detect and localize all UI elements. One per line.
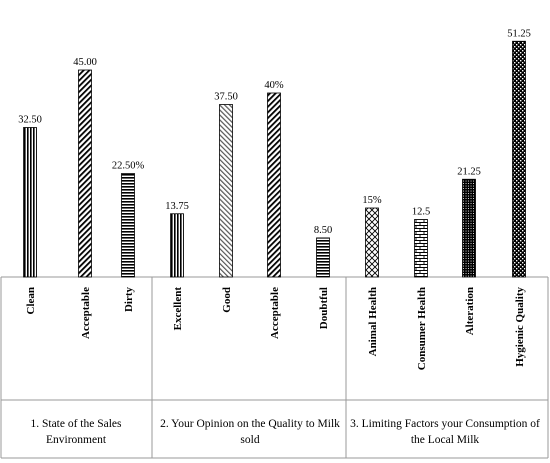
data-label: 37.50 — [214, 92, 238, 103]
data-label: 32.50 — [18, 115, 42, 126]
data-label: 22.50% — [112, 161, 145, 172]
category-label: Doubtful — [318, 287, 330, 329]
bar-acceptable — [78, 69, 92, 278]
category-label: Excellent — [172, 287, 184, 331]
group-label: the Local Milk — [411, 434, 480, 446]
group-label: 2. Your Opinion on the Quality to Milk — [160, 418, 340, 430]
group-label: Environment — [46, 434, 107, 446]
bars-layer — [23, 40, 526, 278]
category-label: Good — [221, 287, 233, 313]
data-label: 8.50 — [314, 225, 332, 236]
labels-layer: 32.50 Clean 45.00 Acceptable 22.50% Dirty 1. S… — [18, 28, 540, 446]
bar-hygienic-quality — [512, 40, 526, 278]
bar-dirty — [121, 173, 135, 278]
data-label: 15% — [362, 195, 382, 206]
bar-clean — [23, 127, 37, 278]
data-label: 40% — [264, 80, 284, 91]
category-label: Consumer Health — [416, 287, 428, 370]
category-label: Dirty — [123, 287, 135, 313]
group-label: sold — [240, 434, 259, 446]
category-label: Hygienic Quality — [514, 287, 526, 367]
data-label: 51.25 — [507, 28, 531, 39]
data-label: 12.5 — [412, 207, 430, 218]
category-label: Clean — [25, 287, 37, 315]
group-label: 3. Limiting Factors your Consumption of — [350, 418, 540, 430]
bar-consumer-health — [414, 219, 428, 278]
data-label: 21.25 — [457, 166, 481, 177]
group-label: 1. State of the Sales — [30, 418, 122, 430]
bar-acceptable — [267, 92, 281, 278]
bar-alteration — [462, 178, 476, 278]
data-label: 13.75 — [165, 201, 189, 212]
category-label: Animal Health — [367, 287, 379, 356]
data-label: 45.00 — [73, 57, 97, 68]
category-label: Acceptable — [269, 287, 281, 339]
category-label: Alteration — [464, 287, 476, 335]
category-label: Acceptable — [80, 287, 92, 339]
bar-animal-health — [365, 207, 379, 278]
bar-good — [219, 104, 233, 278]
bar-excellent — [170, 213, 184, 278]
bar-doubtful — [316, 237, 330, 278]
